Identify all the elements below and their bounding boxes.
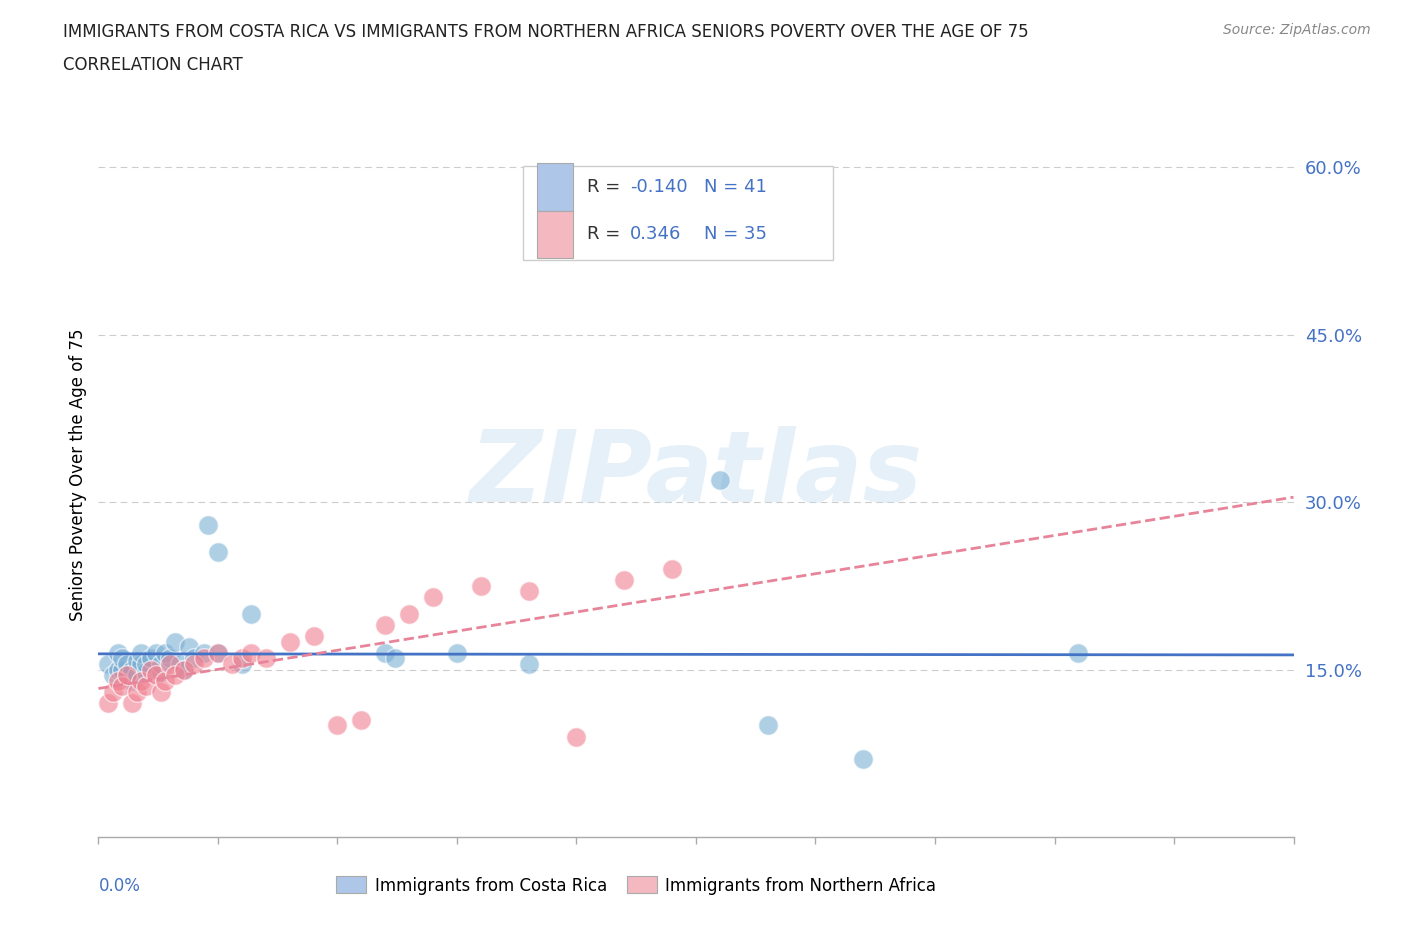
- Point: [135, 664, 157, 679]
- Point: [149, 657, 172, 671]
- Point: [207, 645, 229, 660]
- Point: [135, 679, 157, 694]
- Legend: Immigrants from Costa Rica, Immigrants from Northern Africa: Immigrants from Costa Rica, Immigrants f…: [329, 870, 943, 901]
- Text: -0.140: -0.140: [630, 178, 688, 195]
- Point: [135, 657, 157, 671]
- Point: [183, 651, 205, 666]
- Point: [163, 668, 186, 683]
- Point: [159, 657, 181, 671]
- Point: [221, 657, 243, 671]
- Point: [111, 651, 134, 666]
- Point: [240, 645, 263, 660]
- Point: [115, 657, 138, 671]
- Point: [145, 645, 167, 660]
- Text: ZIPatlas: ZIPatlas: [470, 426, 922, 523]
- Point: [107, 645, 129, 660]
- Point: [121, 673, 143, 688]
- Point: [709, 472, 731, 487]
- Text: 0.346: 0.346: [630, 225, 682, 243]
- Point: [107, 662, 129, 677]
- Point: [852, 751, 875, 766]
- Point: [254, 651, 277, 666]
- Point: [139, 662, 162, 677]
- Point: [374, 645, 396, 660]
- Point: [121, 696, 143, 711]
- Point: [398, 606, 420, 621]
- Point: [107, 673, 129, 688]
- Point: [326, 718, 349, 733]
- Text: IMMIGRANTS FROM COSTA RICA VS IMMIGRANTS FROM NORTHERN AFRICA SENIORS POVERTY OV: IMMIGRANTS FROM COSTA RICA VS IMMIGRANTS…: [63, 23, 1029, 41]
- Point: [240, 606, 263, 621]
- Text: CORRELATION CHART: CORRELATION CHART: [63, 56, 243, 73]
- Point: [446, 645, 468, 660]
- Point: [115, 668, 138, 683]
- Point: [173, 662, 195, 677]
- Point: [125, 684, 148, 699]
- Point: [756, 718, 779, 733]
- Point: [97, 657, 120, 671]
- Point: [121, 662, 143, 677]
- Point: [197, 517, 219, 532]
- Point: [125, 668, 148, 683]
- Text: N = 35: N = 35: [704, 225, 768, 243]
- Point: [145, 668, 167, 683]
- FancyBboxPatch shape: [523, 166, 834, 260]
- Point: [613, 573, 636, 588]
- Point: [101, 668, 124, 683]
- Point: [231, 657, 253, 671]
- Point: [139, 651, 162, 666]
- Point: [155, 673, 177, 688]
- Point: [374, 618, 396, 632]
- Point: [384, 651, 406, 666]
- Text: Source: ZipAtlas.com: Source: ZipAtlas.com: [1223, 23, 1371, 37]
- Text: R =: R =: [588, 225, 626, 243]
- Point: [565, 729, 588, 744]
- Point: [207, 545, 229, 560]
- Point: [97, 696, 120, 711]
- Point: [125, 653, 148, 668]
- Point: [131, 645, 153, 660]
- Point: [350, 712, 373, 727]
- Point: [302, 629, 325, 644]
- Point: [149, 684, 172, 699]
- Point: [115, 668, 138, 683]
- Point: [101, 684, 124, 699]
- Text: 0.0%: 0.0%: [98, 877, 141, 895]
- Point: [183, 657, 205, 671]
- Point: [173, 662, 195, 677]
- Y-axis label: Seniors Poverty Over the Age of 75: Seniors Poverty Over the Age of 75: [69, 328, 87, 620]
- Point: [111, 679, 134, 694]
- Point: [155, 645, 177, 660]
- Point: [179, 640, 201, 655]
- Point: [163, 634, 186, 649]
- Point: [193, 645, 215, 660]
- FancyBboxPatch shape: [537, 164, 572, 210]
- Point: [207, 645, 229, 660]
- Point: [470, 578, 492, 593]
- Point: [131, 657, 153, 671]
- Point: [231, 651, 253, 666]
- Point: [517, 584, 540, 599]
- Point: [278, 634, 301, 649]
- Point: [661, 562, 683, 577]
- Point: [131, 673, 153, 688]
- Point: [111, 662, 134, 677]
- Point: [149, 664, 172, 679]
- FancyBboxPatch shape: [537, 210, 572, 258]
- Point: [169, 657, 191, 671]
- Point: [517, 657, 540, 671]
- Text: R =: R =: [588, 178, 626, 195]
- Point: [422, 590, 444, 604]
- Text: N = 41: N = 41: [704, 178, 768, 195]
- Point: [1067, 645, 1090, 660]
- Point: [159, 651, 181, 666]
- Point: [193, 651, 215, 666]
